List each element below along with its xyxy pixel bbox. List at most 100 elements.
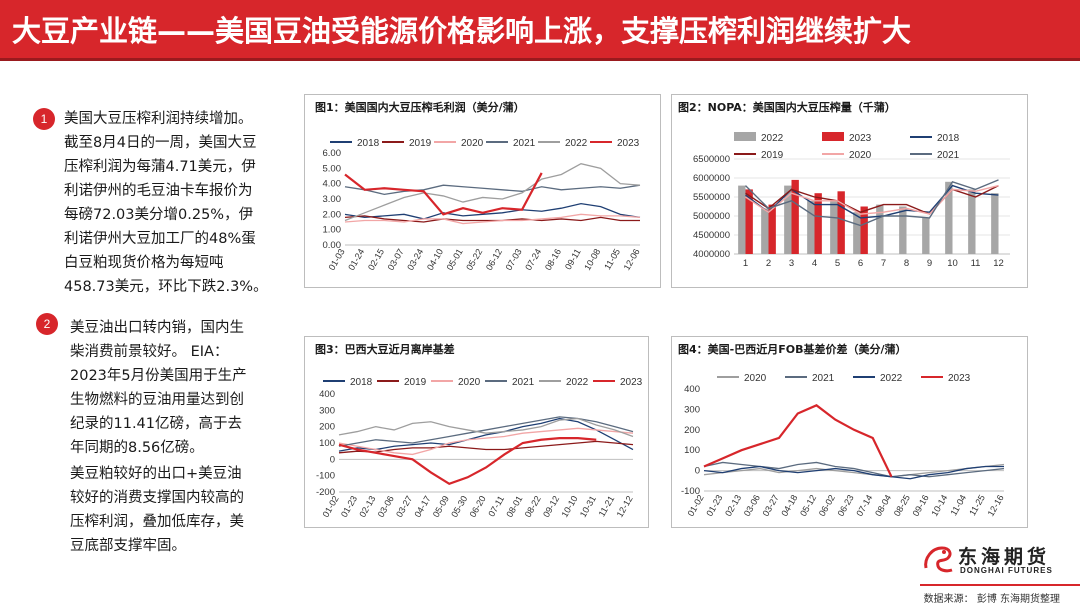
point-3-line: 较好的消费支撑国内较高的	[70, 490, 244, 506]
x-tick-label: 04-10	[425, 247, 445, 272]
bar-2022	[807, 200, 815, 254]
x-tick-label: 07-11	[486, 494, 506, 518]
x-tick-label: 09-11	[563, 247, 583, 271]
y-tick-label: 0	[330, 454, 335, 465]
series-line-2021	[338, 416, 634, 447]
legend-label-2020: 2020	[458, 377, 481, 388]
legend-label-2018: 2018	[357, 138, 380, 149]
x-tick-label: 7	[881, 258, 886, 269]
chart-4-plot: 2020 2021 2022 2023-100010020030040001-0201…	[681, 373, 1006, 518]
y-tick-label: 200	[684, 425, 700, 436]
y-tick-label: 1.00	[323, 225, 342, 236]
y-tick-label: 3.00	[323, 194, 342, 205]
x-tick-label: 10-08	[582, 247, 602, 272]
chart-4: 图4：美国-巴西近月FOB基差价差（美分/蒲） 2020 2021 2022 2023…	[671, 336, 1028, 528]
point-3-line: 压榨利润，叠加低库存，美	[70, 514, 244, 530]
x-tick-label: 12-12	[615, 494, 635, 519]
legend-swatch-2022	[734, 132, 756, 141]
x-tick-label: 10-10	[559, 494, 579, 519]
legend-label-2019: 2019	[409, 138, 432, 149]
x-tick-label: 02-13	[357, 494, 377, 519]
x-tick-label: 08-01	[504, 494, 524, 519]
point-2-line: 年同期的8.56亿磅。	[70, 440, 204, 456]
point-1-line: 利诺伊州大豆加工厂的48%蛋	[64, 231, 256, 247]
x-tick-label: 1	[743, 258, 748, 269]
x-tick-label: 11-25	[967, 493, 987, 517]
y-tick-label: 200	[319, 422, 335, 433]
x-tick-label: 03-27	[394, 494, 414, 519]
point-1-line: 458.73美元，环比下跌2.3%。	[64, 279, 268, 295]
legend-swatch-2023	[822, 132, 844, 141]
x-tick-label: 2	[766, 258, 771, 269]
x-tick-label: 06-23	[836, 493, 856, 518]
bar-2022	[761, 208, 769, 254]
x-tick-label: 12-06	[622, 247, 642, 272]
chart-1-title: 图1：美国国内大豆压榨毛利润（美分/蒲）	[315, 101, 525, 114]
x-tick-label: 06-12	[484, 247, 504, 272]
legend-label-2020: 2020	[849, 150, 872, 161]
point-1-text: 美国大豆压榨利润持续增加。 截至8月4日的一周，美国大豆 压榨利润为每蒲4.71美元…	[64, 107, 268, 299]
legend-label-2018: 2018	[937, 133, 960, 144]
x-tick-label: 05-12	[798, 493, 818, 518]
x-tick-label: 12-16	[986, 493, 1006, 518]
bar-2022	[968, 189, 976, 254]
x-tick-label: 10-31	[578, 494, 598, 519]
x-tick-label: 05-30	[449, 494, 469, 519]
series-line-2021	[344, 184, 641, 196]
bar-2023	[791, 179, 799, 254]
series-line-2023	[703, 404, 893, 478]
series-line-2020	[344, 213, 641, 225]
chart-1-plot: 2018 2019 2020 2021 2022 2023 0.00 1.00 2.00 3.00…	[323, 138, 642, 272]
y-tick-label: 6.00	[323, 148, 342, 159]
point-1-line: 白豆粕现货价格为每短吨	[64, 255, 224, 271]
x-tick-label: 05-22	[464, 247, 484, 272]
y-tick-label: -100	[316, 471, 335, 482]
x-tick-label: 03-06	[376, 494, 396, 519]
point-1-line: 利诺伊州的毛豆油卡车报价为	[64, 183, 253, 199]
x-tick-label: 03-07	[386, 247, 406, 272]
x-tick-label: 09-16	[911, 493, 931, 518]
y-tick-label: 100	[684, 445, 700, 456]
x-tick-label: 01-23	[704, 493, 724, 518]
chart-1: 图1：美国国内大豆压榨毛利润（美分/蒲） 2018 2019 2020 2021 202…	[304, 94, 661, 288]
x-tick-label: 3	[789, 258, 794, 269]
header-bar: 大豆产业链——美国豆油受能源价格影响上涨，支撑压榨利润继续扩大	[0, 0, 1080, 58]
series-line-2023	[344, 172, 543, 216]
point-1-line: 截至8月4日的一周，美国大豆	[64, 135, 257, 151]
bar-2023	[837, 191, 845, 254]
x-tick-label: 07-03	[504, 247, 524, 272]
x-tick-label: 08-16	[543, 247, 563, 272]
y-tick-label: 4.00	[323, 179, 342, 190]
data-source: 数据来源： 彭博 东海期货整理	[923, 594, 1060, 605]
point-number-1: 1	[33, 108, 55, 130]
legend-label-2020: 2020	[744, 373, 767, 384]
bar-2022	[784, 185, 792, 254]
y-tick-label: 5.00	[323, 163, 342, 174]
chart-3: 图3：巴西大豆近月离岸基差 2018 2019 2020 2021 2022 2023 -2…	[304, 336, 649, 528]
legend-label-2023: 2023	[849, 133, 872, 144]
y-tick-label: 300	[684, 404, 700, 415]
point-3-line: 豆底部支撑牢固。	[70, 538, 186, 554]
x-tick-label: 8	[904, 258, 909, 269]
bar-2023	[860, 206, 868, 254]
legend-label-2021: 2021	[512, 377, 535, 388]
x-tick-label: 12	[993, 258, 1004, 269]
x-tick-label: 04-17	[412, 494, 432, 519]
bar-2023	[814, 193, 822, 254]
x-tick-label: 07-14	[854, 493, 874, 518]
x-tick-label: 03-24	[405, 247, 425, 272]
logo-text-cn: 东海期货	[958, 546, 1051, 568]
y-tick-label: -200	[316, 487, 335, 498]
header-divider	[0, 58, 1080, 61]
point-3-line: 美豆粕较好的出口+美豆油	[70, 466, 242, 482]
page-title: 大豆产业链——美国豆油受能源价格影响上涨，支撑压榨利润继续扩大	[12, 14, 912, 48]
series-line-2019	[338, 440, 634, 454]
legend-label-2023: 2023	[617, 138, 640, 149]
legend-label-2021: 2021	[812, 373, 835, 384]
x-tick-label: 05-09	[431, 494, 451, 519]
x-tick-label: 01-24	[346, 247, 366, 272]
series-line-2018	[338, 417, 634, 452]
chart-3-title: 图3：巴西大豆近月离岸基差	[315, 343, 455, 356]
y-tick-label: 4500000	[693, 230, 730, 241]
legend-label-2021: 2021	[513, 138, 536, 149]
